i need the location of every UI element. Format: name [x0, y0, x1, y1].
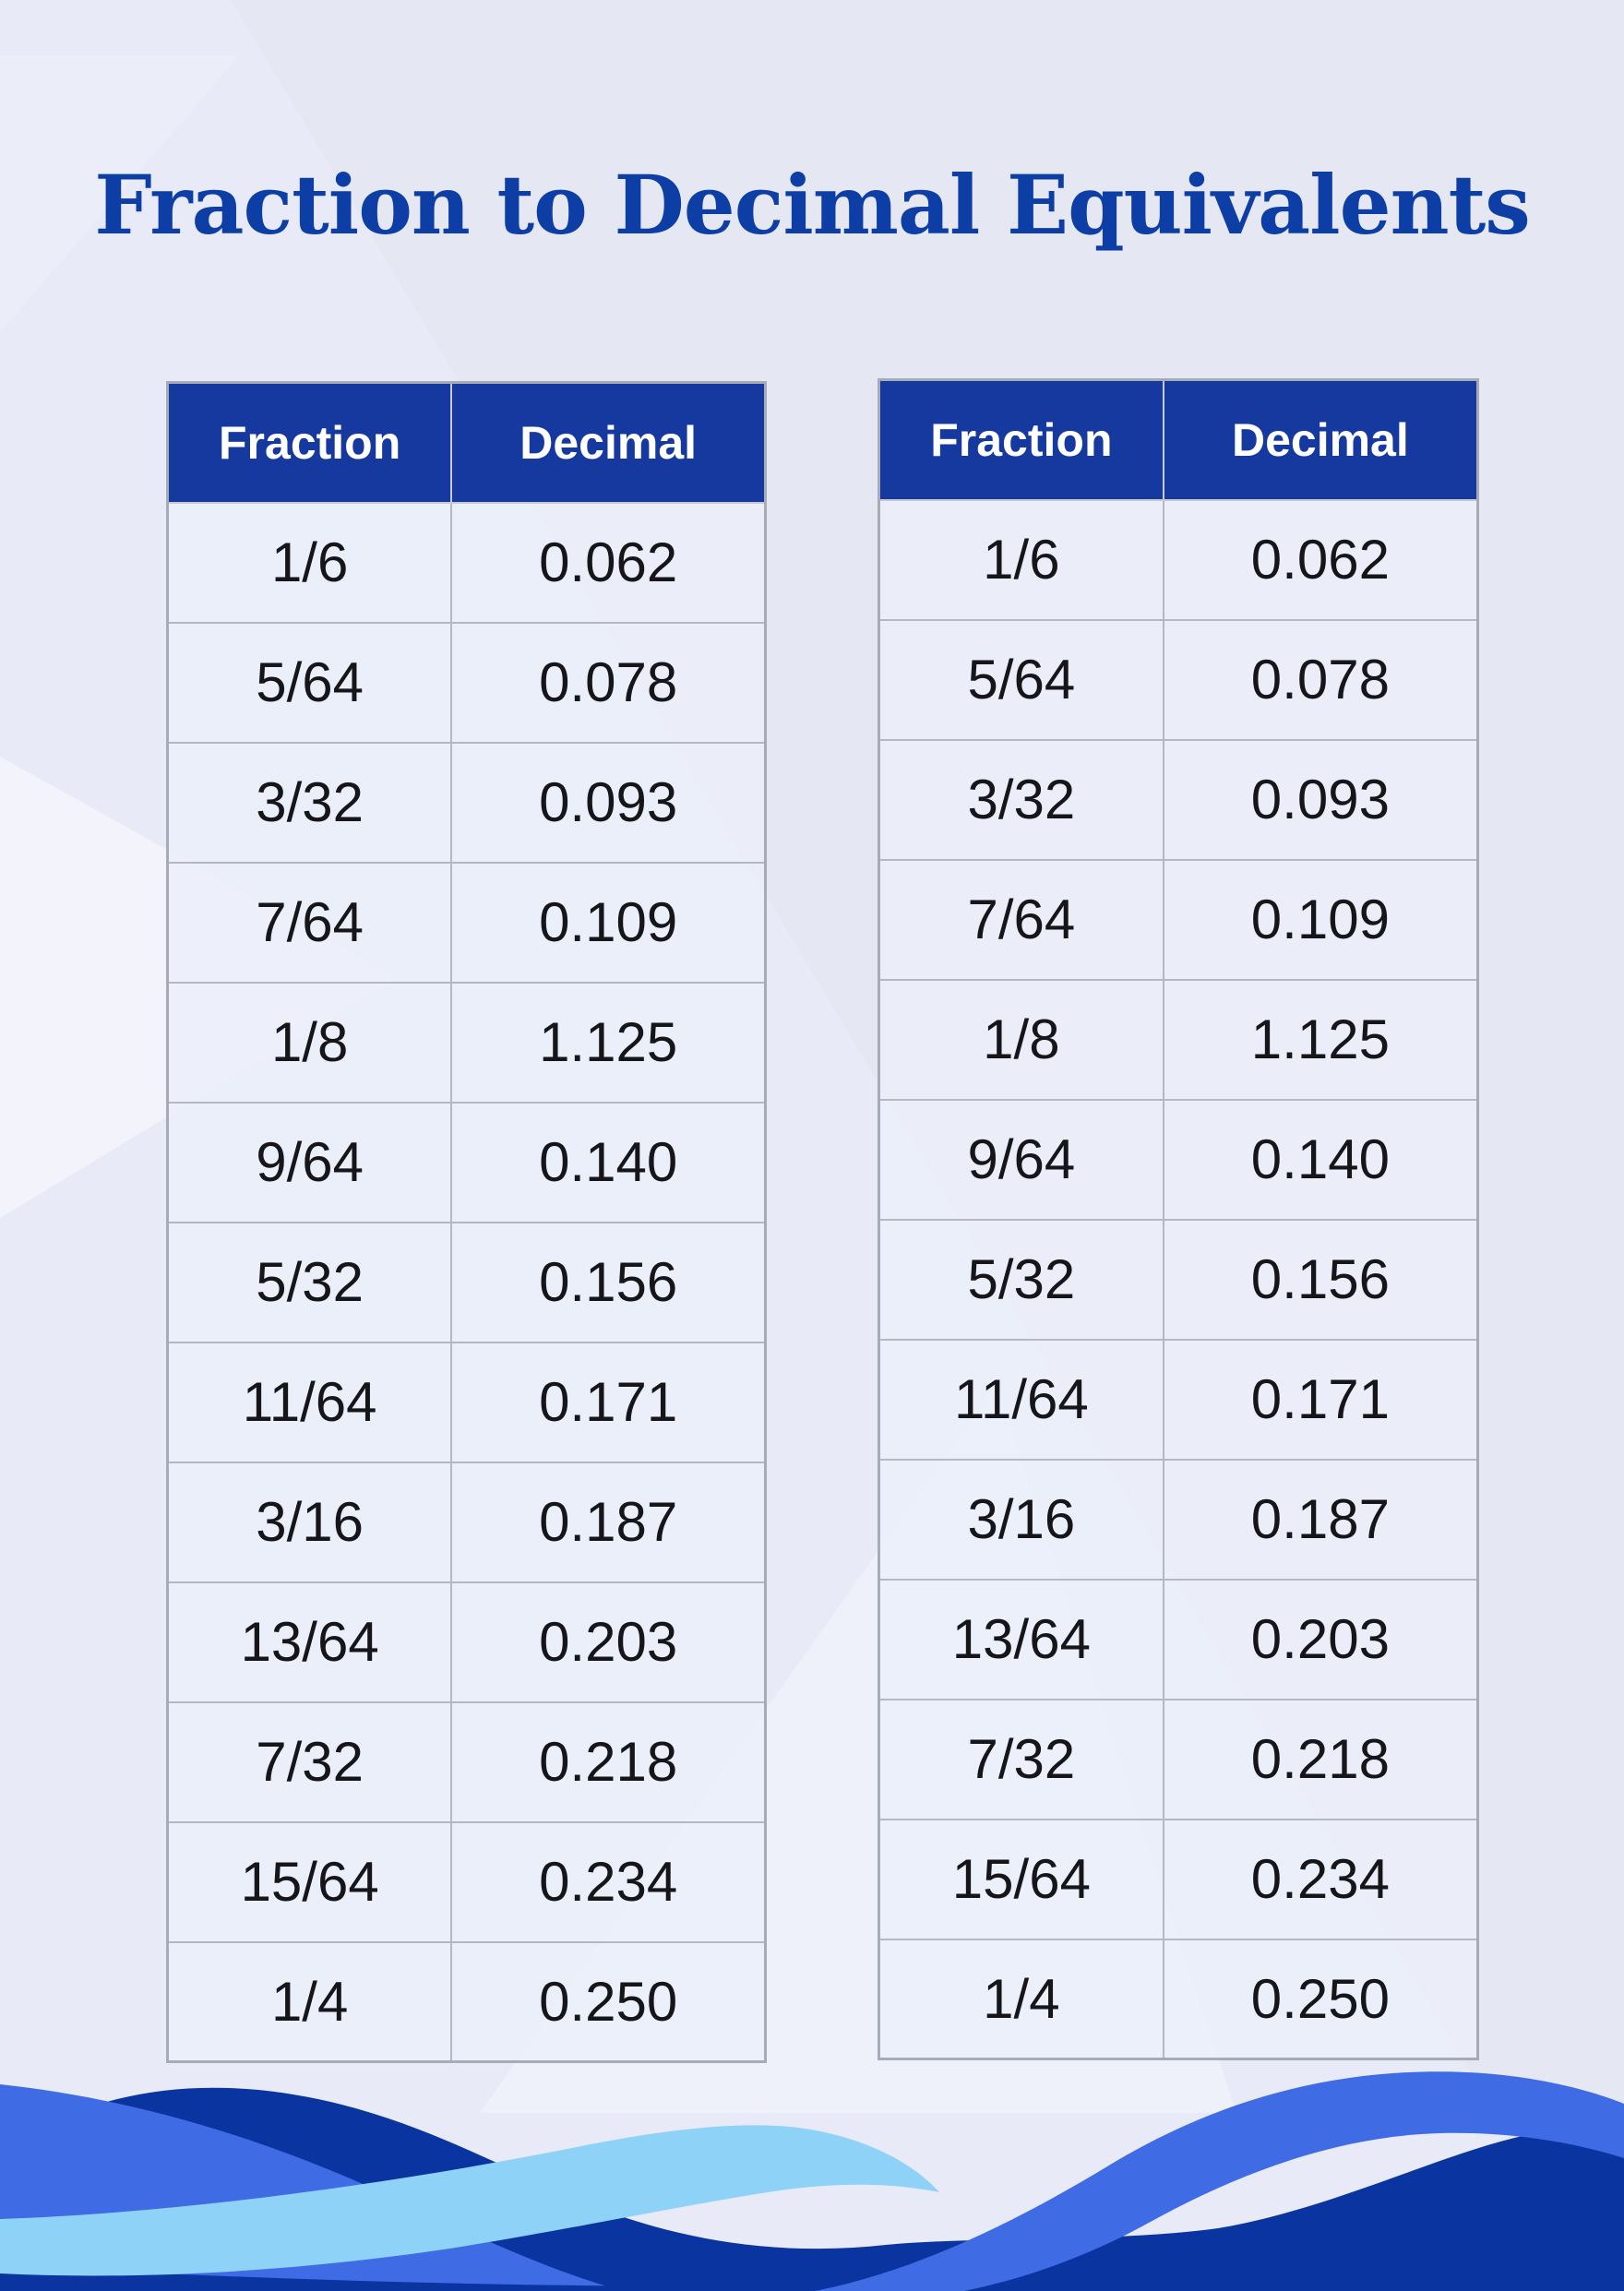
table-row: 5/32 0.156	[166, 1221, 767, 1343]
page-title: Fraction to Decimal Equivalents	[94, 157, 1531, 253]
fraction-decimal-table-left: Fraction Decimal 1/6 0.062 5/64 0.078 3/32 0.…	[166, 381, 767, 2063]
bottom-wave-decoration	[0, 2071, 1624, 2291]
table-row: 1/6 0.062	[878, 498, 1479, 621]
fraction-cell: 1/8	[878, 978, 1164, 1101]
table-row: 9/64 0.140	[878, 1098, 1479, 1221]
decimal-cell: 0.140	[450, 1101, 767, 1223]
fraction-cell: 13/64	[166, 1581, 453, 1703]
decimal-cell: 0.109	[450, 861, 767, 984]
decimal-cell: 0.250	[450, 1940, 767, 2063]
table-row: 15/64 0.234	[166, 1820, 767, 1943]
column-header-decimal: Decimal	[1162, 378, 1479, 501]
fraction-cell: 11/64	[166, 1341, 453, 1463]
table-row: 3/32 0.093	[166, 741, 767, 864]
table-row: 5/64 0.078	[878, 618, 1479, 741]
fraction-cell: 1/4	[166, 1940, 453, 2063]
column-header-decimal: Decimal	[450, 381, 767, 504]
table-row: 11/64 0.171	[166, 1341, 767, 1463]
fraction-cell: 5/32	[166, 1221, 453, 1343]
fraction-cell: 7/32	[166, 1700, 453, 1823]
table-row: 9/64 0.140	[166, 1101, 767, 1223]
table-row: 15/64 0.234	[878, 1818, 1479, 1940]
decimal-cell: 0.250	[1162, 1938, 1479, 2060]
decimal-cell: 0.109	[1162, 858, 1479, 981]
fraction-cell: 1/4	[878, 1938, 1164, 2060]
blue-ribbon-right	[814, 2071, 1624, 2291]
decimal-cell: 0.140	[1162, 1098, 1479, 1221]
fraction-cell: 5/32	[878, 1218, 1164, 1341]
table-header-row: Fraction Decimal	[166, 381, 767, 504]
fraction-cell: 5/64	[878, 618, 1164, 741]
decimal-cell: 1.125	[450, 981, 767, 1104]
table-row: 13/64 0.203	[878, 1578, 1479, 1700]
sky-ribbon	[0, 2125, 939, 2276]
fraction-cell: 3/32	[166, 741, 453, 864]
table-row: 1/4 0.250	[166, 1940, 767, 2063]
decimal-cell: 0.218	[450, 1700, 767, 1823]
table-row: 7/32 0.218	[878, 1698, 1479, 1820]
decimal-cell: 0.062	[1162, 498, 1479, 621]
navy-bottom-strip	[0, 2254, 1624, 2291]
table-row: 3/16 0.187	[166, 1461, 767, 1583]
fraction-cell: 1/8	[166, 981, 453, 1104]
fraction-cell: 15/64	[166, 1820, 453, 1943]
decimal-cell: 0.187	[1162, 1458, 1479, 1581]
fraction-cell: 13/64	[878, 1578, 1164, 1700]
fraction-cell: 5/64	[166, 621, 453, 744]
table-row: 1/4 0.250	[878, 1938, 1479, 2060]
decimal-cell: 0.218	[1162, 1698, 1479, 1820]
fraction-cell: 15/64	[878, 1818, 1164, 1940]
decimal-cell: 0.078	[450, 621, 767, 744]
fraction-cell: 7/64	[878, 858, 1164, 981]
table-row: 13/64 0.203	[166, 1581, 767, 1703]
table-row: 1/6 0.062	[166, 501, 767, 624]
column-header-fraction: Fraction	[166, 381, 453, 504]
table-row: 11/64 0.171	[878, 1338, 1479, 1461]
decimal-cell: 0.062	[450, 501, 767, 624]
fraction-cell: 3/16	[878, 1458, 1164, 1581]
table-row: 1/8 1.125	[166, 981, 767, 1104]
table-row: 5/64 0.078	[166, 621, 767, 744]
decimal-cell: 0.093	[450, 741, 767, 864]
decimal-cell: 0.171	[450, 1341, 767, 1463]
table-row: 1/8 1.125	[878, 978, 1479, 1101]
fraction-cell: 9/64	[166, 1101, 453, 1223]
decimal-cell: 0.093	[1162, 738, 1479, 861]
fraction-decimal-table-right: Fraction Decimal 1/6 0.062 5/64 0.078 3/32 0.…	[878, 378, 1479, 2060]
table-row: 7/64 0.109	[878, 858, 1479, 981]
table-row: 7/64 0.109	[166, 861, 767, 984]
decimal-cell: 0.234	[1162, 1818, 1479, 1940]
decimal-cell: 0.156	[450, 1221, 767, 1343]
fraction-cell: 1/6	[166, 501, 453, 624]
table-header-row: Fraction Decimal	[878, 378, 1479, 501]
decimal-cell: 0.203	[1162, 1578, 1479, 1700]
fraction-cell: 9/64	[878, 1098, 1164, 1221]
decimal-cell: 0.078	[1162, 618, 1479, 741]
table-row: 3/16 0.187	[878, 1458, 1479, 1581]
table-row: 5/32 0.156	[878, 1218, 1479, 1341]
decimal-cell: 0.187	[450, 1461, 767, 1583]
decimal-cell: 0.171	[1162, 1338, 1479, 1461]
table-row: 7/32 0.218	[166, 1700, 767, 1823]
decimal-cell: 0.234	[450, 1820, 767, 1943]
column-header-fraction: Fraction	[878, 378, 1164, 501]
table-row: 3/32 0.093	[878, 738, 1479, 861]
fraction-cell: 7/32	[878, 1698, 1164, 1820]
fraction-cell: 7/64	[166, 861, 453, 984]
decimal-cell: 0.156	[1162, 1218, 1479, 1341]
decimal-cell: 0.203	[450, 1581, 767, 1703]
fraction-cell: 3/32	[878, 738, 1164, 861]
fraction-cell: 11/64	[878, 1338, 1164, 1461]
fraction-cell: 1/6	[878, 498, 1164, 621]
fraction-cell: 3/16	[166, 1461, 453, 1583]
decimal-cell: 1.125	[1162, 978, 1479, 1101]
